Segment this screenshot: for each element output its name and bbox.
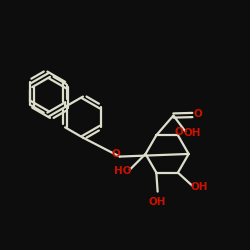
Text: OH: OH — [149, 197, 166, 207]
Text: OH: OH — [190, 182, 208, 192]
Text: HO: HO — [114, 166, 132, 176]
Text: O: O — [194, 109, 202, 119]
Text: O: O — [175, 127, 184, 137]
Text: OH: OH — [183, 128, 200, 138]
Text: O: O — [112, 150, 120, 160]
